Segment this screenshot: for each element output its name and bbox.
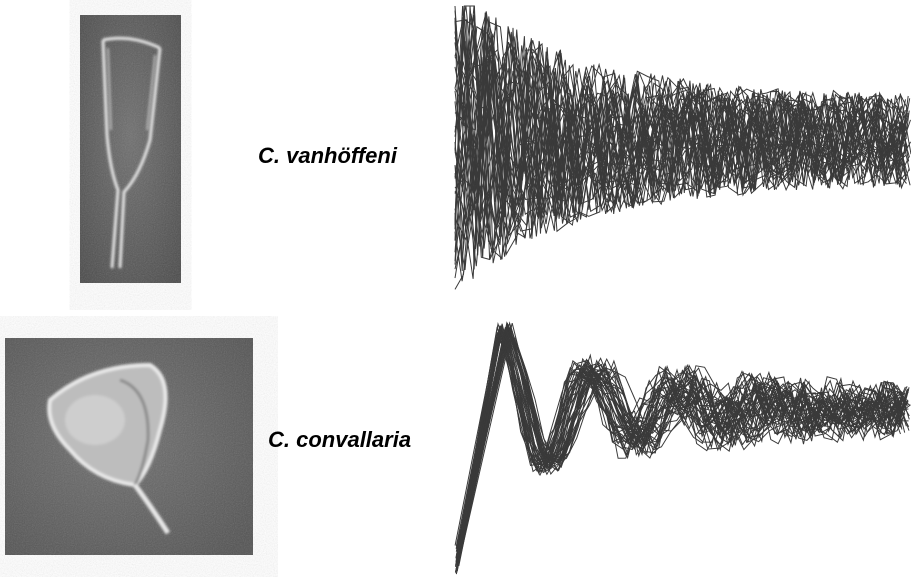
trace (456, 333, 904, 567)
trace (459, 323, 907, 564)
waveform-traces (455, 323, 910, 574)
trace (458, 329, 906, 564)
species-label: C. vanhöffeni (258, 143, 398, 168)
page: C. vanhöffeni C. convallaria (() => { co… (0, 0, 911, 578)
micrograph-convallaria (5, 338, 253, 555)
waveform-traces (455, 6, 911, 289)
trace (458, 327, 901, 560)
trace (458, 327, 910, 568)
trace (456, 326, 908, 562)
micrograph-vanhoffeni (80, 15, 181, 283)
trace (457, 326, 906, 571)
species-label: C. convallaria (268, 427, 411, 452)
trace (459, 325, 901, 566)
figure: C. vanhöffeni C. convallaria (0, 0, 911, 578)
trace (458, 329, 903, 558)
trace (459, 334, 906, 552)
